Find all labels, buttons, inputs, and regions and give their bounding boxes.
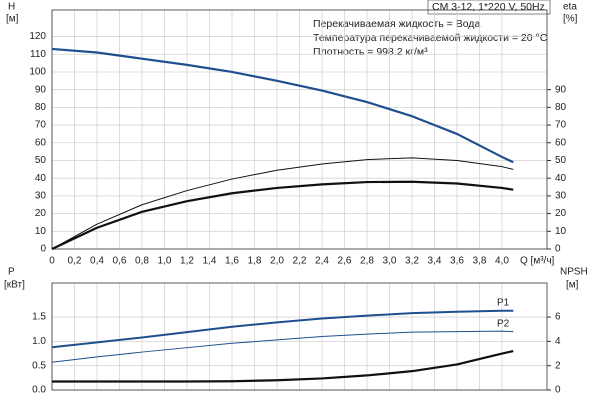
curve	[51, 180, 514, 250]
x-tick-label: 2,4	[315, 256, 329, 267]
y-axis-label: H	[8, 2, 15, 13]
x-tick-label: 3,0	[383, 256, 397, 267]
x-axis-label: Q [м³/ч]	[520, 256, 555, 267]
x-tick-label: 2,6	[338, 256, 352, 267]
y-tick-label: 90	[35, 84, 47, 95]
x-tick-label: 1,6	[225, 256, 239, 267]
y-tick-label: 0.0	[32, 385, 46, 396]
y2-tick-label: 0	[555, 244, 561, 255]
y-tick-label: 20	[35, 208, 47, 219]
annotation: Температура перекачиваемой жидкости = 20…	[313, 32, 548, 44]
y2-tick-label: 70	[555, 120, 567, 131]
y2-axis-label: NPSH	[560, 267, 588, 278]
y2-tick-label: 4	[555, 336, 561, 347]
annotation: Перекачиваемая жидкость = Вода	[313, 18, 480, 30]
x-tick-label: 0	[49, 256, 55, 267]
x-tick-label: 1,2	[180, 256, 194, 267]
x-tick-label: 0,4	[90, 256, 104, 267]
curve	[52, 350, 514, 383]
curve	[51, 309, 514, 349]
y2-axis-label: eta	[563, 2, 577, 13]
y2-tick-label: 50	[555, 155, 567, 166]
y-axis-label: P	[8, 267, 15, 278]
x-tick-label: 0,6	[113, 256, 127, 267]
curve-label: P1	[497, 297, 510, 308]
y-tick-label: 110	[30, 49, 46, 60]
y-tick-label: 70	[35, 120, 47, 131]
y-tick-label: 50	[35, 155, 47, 166]
y2-tick-label: 10	[555, 226, 567, 237]
y-tick-label: 60	[35, 137, 47, 148]
y2-tick-label: 20	[555, 208, 567, 219]
title-box	[427, 0, 551, 15]
curve-label: P2	[497, 318, 510, 329]
x-tick-label: 2,8	[360, 256, 374, 267]
x-tick-label: 0,2	[68, 256, 82, 267]
y2-axis-unit: [м]	[566, 280, 579, 291]
x-tick-label: 1,8	[248, 256, 262, 267]
x-tick-label: 2,2	[293, 256, 307, 267]
plot-frame	[51, 282, 548, 391]
y2-tick-label: 80	[555, 102, 567, 113]
y2-axis-unit: [%]	[563, 14, 578, 25]
y-tick-label: 1.5	[32, 312, 46, 323]
x-tick-label: 1,0	[158, 256, 172, 267]
x-tick-label: 3,8	[473, 256, 487, 267]
y-tick-label: 100	[29, 67, 46, 78]
y-axis-unit: [кВт]	[4, 280, 25, 291]
y-tick-label: 0.5	[32, 360, 46, 371]
x-tick-label: 1,4	[203, 256, 217, 267]
y2-tick-label: 2	[555, 360, 561, 371]
x-tick-label: 3,6	[450, 256, 464, 267]
y2-tick-label: 6	[555, 312, 561, 323]
x-tick-label: 0,8	[135, 256, 149, 267]
y-tick-label: 1.0	[32, 336, 46, 347]
curve	[51, 157, 514, 250]
x-tick-label: 3,2	[405, 256, 419, 267]
x-tick-label: 2,0	[270, 256, 284, 267]
y2-tick-label: 90	[555, 84, 567, 95]
y2-tick-label: 30	[555, 191, 567, 202]
x-tick-label: 3,4	[428, 256, 442, 267]
y2-tick-label: 60	[555, 137, 567, 148]
annotation: Плотность = 998.2 кг/м³	[313, 46, 428, 58]
x-tick-label: 4,0	[495, 256, 509, 267]
curve	[51, 47, 514, 164]
y-tick-label: 120	[29, 31, 46, 42]
y2-tick-label: 40	[555, 173, 567, 184]
y-tick-label: 80	[35, 102, 47, 113]
y2-tick-label: 0	[555, 385, 561, 396]
y-tick-label: 0	[40, 244, 46, 255]
y-tick-label: 30	[35, 191, 47, 202]
y-tick-label: 40	[35, 173, 47, 184]
y-axis-unit: [м]	[6, 14, 19, 25]
y-tick-label: 10	[35, 226, 47, 237]
curve	[51, 330, 514, 363]
model-title: CM 3-12, 1*220 V, 50Hz	[432, 1, 545, 13]
plot-frame	[51, 9, 548, 250]
